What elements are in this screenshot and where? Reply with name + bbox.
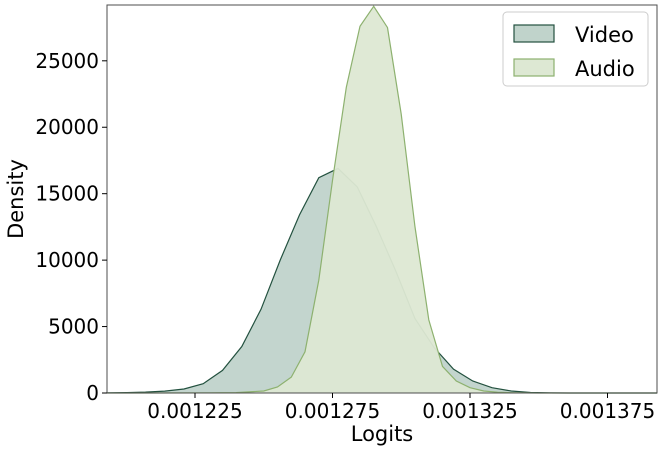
- legend-label-audio: Audio: [575, 57, 635, 81]
- legend-swatch-audio: [513, 58, 555, 77]
- y-tick-label: 15000: [35, 182, 99, 206]
- y-tick-label: 10000: [35, 248, 99, 272]
- x-tick-label: 0.001325: [422, 399, 517, 423]
- y-axis-ticks: 0 5000 10000 15000 20000 25000: [35, 49, 107, 405]
- x-tick-label: 0.001375: [560, 399, 655, 423]
- area-audio: [107, 6, 657, 394]
- legend: Video Audio: [502, 11, 649, 87]
- y-tick-label: 0: [86, 381, 99, 405]
- legend-label-video: Video: [575, 23, 634, 47]
- y-tick-label: 25000: [35, 49, 99, 73]
- x-tick-label: 0.001275: [285, 399, 380, 423]
- x-axis-label: Logits: [351, 422, 414, 446]
- x-tick-label: 0.001225: [147, 399, 242, 423]
- plot-frame: [106, 4, 658, 394]
- y-tick-label: 20000: [35, 115, 99, 139]
- x-axis-ticks: 0.001225 0.001275 0.001325 0.001375: [147, 393, 655, 423]
- y-axis-label: Density: [4, 159, 28, 239]
- y-tick-label: 5000: [48, 315, 99, 339]
- legend-swatch-video: [513, 24, 555, 43]
